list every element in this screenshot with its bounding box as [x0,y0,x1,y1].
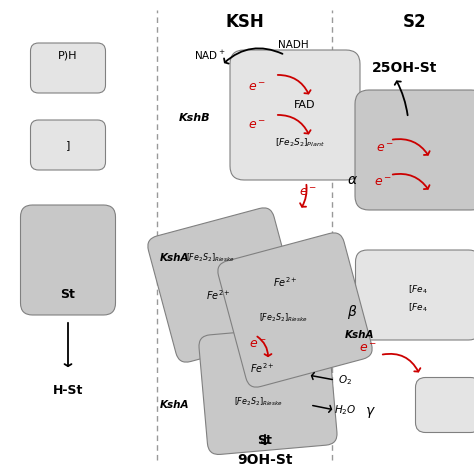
Text: $e^-$: $e^-$ [299,185,317,199]
Text: KshA: KshA [345,330,375,340]
Text: $[Fe_2S_2]_{Plant}$: $[Fe_2S_2]_{Plant}$ [275,137,325,149]
Text: $\beta$: $\beta$ [347,303,357,321]
FancyBboxPatch shape [230,50,360,180]
Text: KshA: KshA [160,400,190,410]
Text: 9OH-St: 9OH-St [237,453,293,467]
Text: ]: ] [66,140,70,150]
Text: $Fe^{2+}$: $Fe^{2+}$ [206,288,230,302]
FancyBboxPatch shape [416,377,474,432]
Text: $e^-$: $e^-$ [376,142,394,155]
Text: $[Fe_2S_2]_{Rieske}$: $[Fe_2S_2]_{Rieske}$ [234,396,283,408]
Text: $H_2O$: $H_2O$ [334,403,356,417]
Text: 25OH-St: 25OH-St [372,61,438,75]
FancyBboxPatch shape [199,326,337,455]
FancyBboxPatch shape [148,208,302,362]
Text: P)H: P)H [58,50,78,60]
Text: $\gamma$: $\gamma$ [365,404,375,419]
Text: $Fe^{2+}$: $Fe^{2+}$ [250,361,274,375]
Text: $e^-$: $e^-$ [249,338,267,352]
Text: $\alpha$: $\alpha$ [346,173,357,187]
Text: $[Fe_2S_2]_{Rieske}$: $[Fe_2S_2]_{Rieske}$ [186,252,234,264]
Text: $e^-$: $e^-$ [359,341,377,355]
FancyBboxPatch shape [30,120,106,170]
FancyBboxPatch shape [356,250,474,340]
Text: $e^-$: $e^-$ [248,118,266,131]
Text: KSH: KSH [226,13,264,31]
Text: St: St [61,289,75,301]
Text: $e^-$: $e^-$ [374,175,392,189]
Text: $e^-$: $e^-$ [248,81,266,93]
Text: $[Fe_2S_2]_{Rieske}$: $[Fe_2S_2]_{Rieske}$ [259,312,307,324]
Text: $Fe^{2+}$: $Fe^{2+}$ [273,275,297,289]
Text: S2: S2 [403,13,427,31]
FancyBboxPatch shape [20,205,116,315]
Text: NADH: NADH [278,40,308,50]
FancyBboxPatch shape [218,233,372,387]
FancyBboxPatch shape [355,90,474,210]
Text: $O_2$: $O_2$ [338,373,352,387]
Text: FAD: FAD [294,100,316,110]
Text: St: St [257,434,273,447]
FancyBboxPatch shape [30,43,106,93]
Text: H-St: H-St [53,383,83,396]
Text: KshB: KshB [179,113,211,123]
Text: KshA: KshA [160,253,190,263]
Text: $[Fe_4$: $[Fe_4$ [408,284,428,296]
Text: $[Fe_4$: $[Fe_4$ [408,302,428,314]
Text: NAD$^+$: NAD$^+$ [194,48,226,62]
